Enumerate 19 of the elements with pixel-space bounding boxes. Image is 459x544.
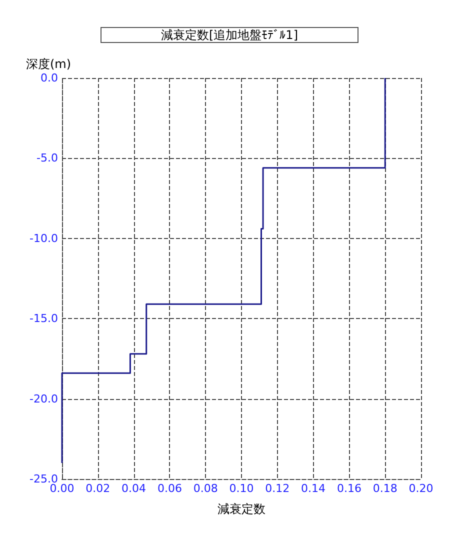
y-tick-label: -20.0 <box>30 392 58 406</box>
x-tick-label: 0.08 <box>193 482 218 495</box>
x-tick-label: 0.16 <box>336 482 362 495</box>
chart-title: 減衰定数[追加地盤ﾓﾃﾞﾙ1] <box>161 28 298 42</box>
x-axis-title: 減衰定数 <box>218 502 266 516</box>
x-tick-label: 0.10 <box>229 482 254 495</box>
x-tick-label: 0.12 <box>265 482 290 495</box>
y-axis-title: 深度(m) <box>26 57 72 71</box>
y-tick-label: -5.0 <box>36 152 58 165</box>
x-tick-label: 0.06 <box>157 482 182 495</box>
x-tick-label: 0.04 <box>122 482 146 495</box>
y-tick-label: 0.0 <box>40 72 58 84</box>
x-tick-label: 0.18 <box>372 482 398 495</box>
y-tick-label: -15.0 <box>30 312 58 326</box>
x-tick-label: 0.02 <box>86 482 110 495</box>
y-tick-label: -10.0 <box>30 232 58 245</box>
x-tick-label: 0.14 <box>301 482 326 495</box>
line-series <box>61 77 386 464</box>
x-tick-label: 0.20 <box>408 482 434 495</box>
